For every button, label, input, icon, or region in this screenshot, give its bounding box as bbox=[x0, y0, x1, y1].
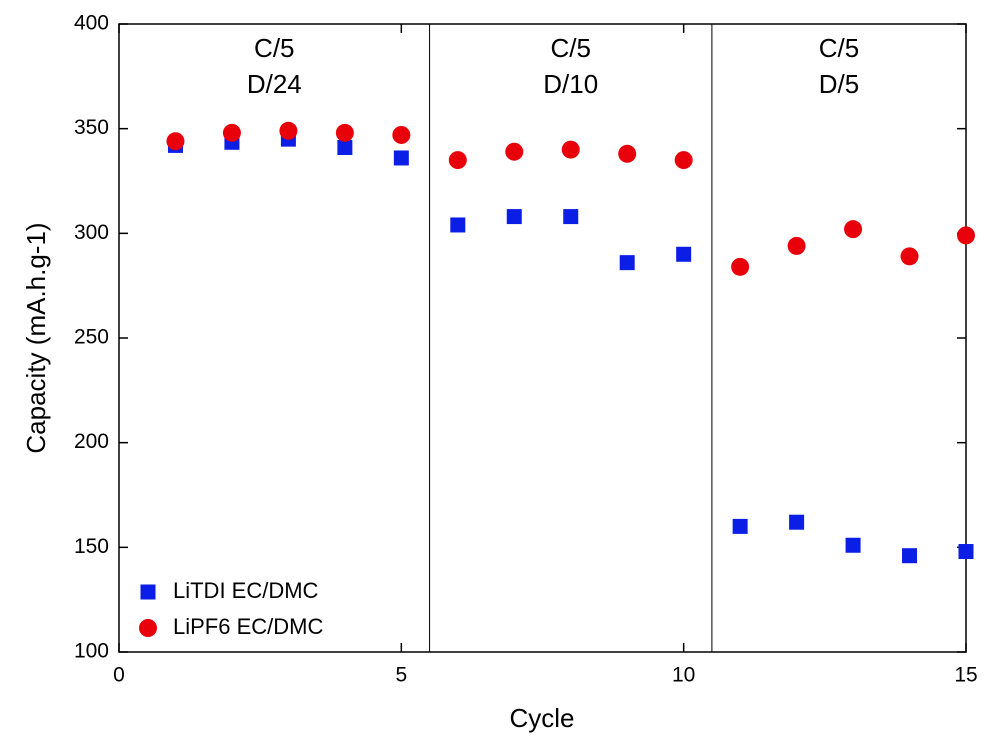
point bbox=[450, 217, 466, 233]
y-axis-title: Capacity (mA.h.g-1) bbox=[21, 222, 51, 453]
x-tick-label: 0 bbox=[113, 664, 125, 687]
point bbox=[789, 514, 805, 530]
annotation: C/5 bbox=[254, 33, 294, 63]
legend-marker bbox=[140, 584, 156, 600]
point bbox=[506, 209, 522, 225]
y-tick-label: 100 bbox=[74, 640, 109, 663]
annotation: D/10 bbox=[543, 69, 598, 99]
point bbox=[957, 226, 975, 245]
point bbox=[787, 236, 806, 255]
annotation: C/5 bbox=[550, 33, 590, 63]
point bbox=[335, 123, 354, 142]
point bbox=[279, 121, 298, 140]
y-tick-label: 400 bbox=[74, 12, 109, 35]
point bbox=[676, 246, 692, 262]
point bbox=[619, 255, 635, 271]
legend-marker bbox=[139, 619, 157, 637]
y-tick-label: 200 bbox=[74, 430, 109, 453]
point bbox=[393, 150, 409, 166]
point bbox=[618, 144, 637, 163]
x-tick-label: 10 bbox=[672, 664, 695, 687]
point bbox=[900, 247, 919, 266]
point bbox=[845, 537, 861, 553]
y-tick-label: 150 bbox=[74, 535, 109, 558]
annotation: D/24 bbox=[247, 69, 302, 99]
point bbox=[337, 140, 353, 156]
point bbox=[222, 123, 241, 142]
legend-label: LiTDI EC/DMC bbox=[173, 578, 319, 603]
point bbox=[731, 257, 750, 276]
point bbox=[505, 142, 524, 161]
x-tick-label: 15 bbox=[954, 664, 977, 687]
point bbox=[674, 151, 693, 170]
annotation: D/5 bbox=[819, 69, 859, 99]
legend-label: LiPF6 EC/DMC bbox=[173, 614, 323, 639]
point bbox=[392, 125, 411, 144]
point bbox=[902, 548, 918, 564]
point bbox=[563, 209, 579, 225]
point bbox=[844, 220, 863, 239]
point bbox=[166, 132, 185, 151]
y-tick-label: 250 bbox=[74, 326, 109, 349]
x-axis-title: Cycle bbox=[509, 703, 574, 733]
point bbox=[732, 518, 748, 534]
y-tick-label: 350 bbox=[74, 116, 109, 139]
annotation: C/5 bbox=[819, 33, 859, 63]
point bbox=[561, 140, 580, 159]
point bbox=[958, 544, 974, 560]
plot-frame bbox=[118, 23, 967, 653]
point bbox=[448, 151, 467, 170]
y-tick-label: 300 bbox=[74, 221, 109, 244]
x-tick-label: 5 bbox=[395, 664, 407, 687]
